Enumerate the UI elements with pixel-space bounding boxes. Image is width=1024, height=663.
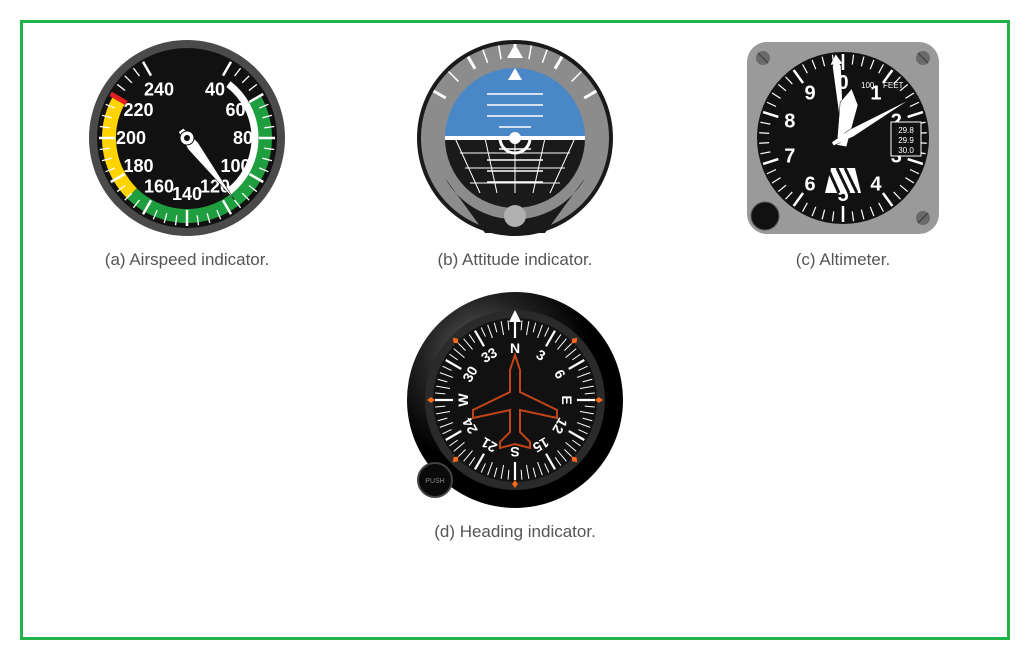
heading-push-label: PUSH: [425, 478, 444, 485]
kollsman-1: 29.9: [898, 136, 914, 145]
svg-text:60: 60: [225, 100, 245, 120]
svg-text:240: 240: [144, 80, 174, 100]
heading-indicator: N36E1215S2124W3033 PUSH: [405, 290, 625, 510]
svg-text:7: 7: [784, 145, 795, 167]
svg-text:160: 160: [144, 176, 174, 196]
altimeter-hub: [838, 133, 848, 143]
svg-text:80: 80: [233, 128, 253, 148]
svg-text:180: 180: [123, 156, 153, 176]
heading-cell: N36E1215S2124W3033 PUSH (d) Heading indi…: [405, 290, 625, 542]
kollsman-0: 29.8: [898, 126, 914, 135]
figure-frame: 406080100120140160180200220240 (a) Airsp…: [20, 20, 1010, 640]
altimeter-cell: 0123456789 100 FEET 29.8 29.9 30.0: [743, 38, 943, 270]
altimeter-knob[interactable]: [751, 202, 779, 230]
attitude-knob[interactable]: [504, 205, 526, 227]
attitude-cell: (b) Attitude indicator.: [415, 38, 615, 270]
altimeter: 0123456789 100 FEET 29.8 29.9 30.0: [743, 38, 943, 238]
altimeter-unit-label: FEET: [883, 81, 904, 90]
row-top: 406080100120140160180200220240 (a) Airsp…: [23, 38, 1007, 270]
caption-c: (c) Altimeter.: [743, 250, 943, 270]
svg-text:S: S: [510, 444, 519, 460]
altimeter-hatched: [825, 168, 861, 193]
row-bottom: N36E1215S2124W3033 PUSH (d) Heading indi…: [23, 290, 1007, 542]
airspeed-indicator: 406080100120140160180200220240: [87, 38, 287, 238]
svg-text:40: 40: [205, 80, 225, 100]
caption-a: (a) Airspeed indicator.: [87, 250, 287, 270]
svg-text:100: 100: [220, 156, 250, 176]
airspeed-cell: 406080100120140160180200220240 (a) Airsp…: [87, 38, 287, 270]
kollsman-2: 30.0: [898, 146, 914, 155]
svg-text:8: 8: [784, 111, 795, 133]
altimeter-scale-label: 100: [861, 81, 875, 90]
svg-text:6: 6: [805, 173, 816, 195]
svg-text:220: 220: [123, 100, 153, 120]
svg-text:9: 9: [805, 83, 816, 105]
svg-text:4: 4: [870, 173, 882, 195]
caption-b: (b) Attitude indicator.: [415, 250, 615, 270]
svg-text:200: 200: [116, 128, 146, 148]
svg-text:W: W: [455, 393, 471, 407]
attitude-indicator: [415, 38, 615, 238]
caption-d: (d) Heading indicator.: [405, 522, 625, 542]
svg-text:E: E: [559, 395, 575, 404]
svg-text:140: 140: [172, 184, 202, 204]
